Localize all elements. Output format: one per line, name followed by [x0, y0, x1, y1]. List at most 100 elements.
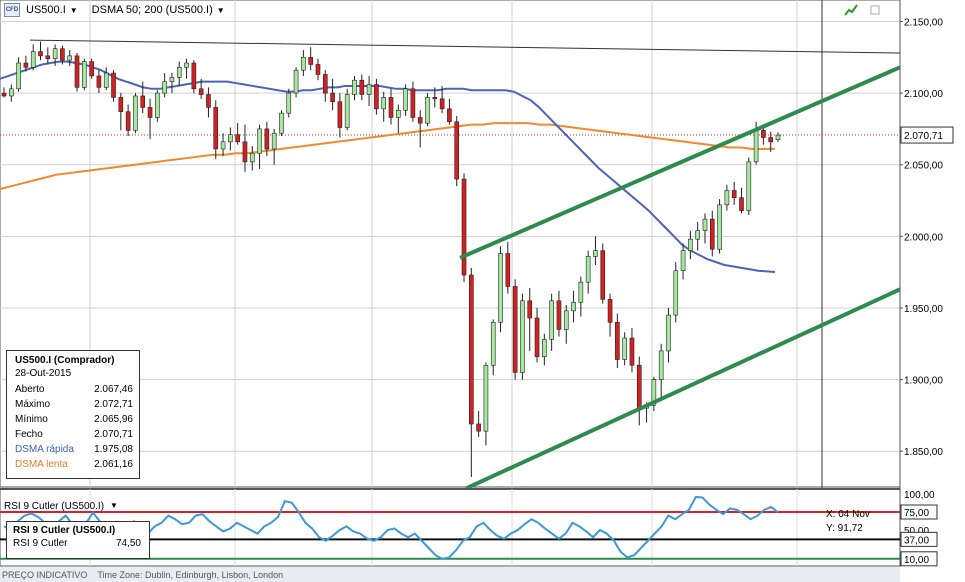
price-axis: 2.150,00 2.100,00 2.050,00 2.000,00 1.950,00… [0, 0, 954, 566]
rsi-level-box [900, 551, 938, 567]
candle-up [8, 88, 14, 97]
candle-down [242, 141, 248, 163]
candle-up [220, 141, 226, 150]
candle-up [622, 337, 627, 360]
channel-upper-line [459, 65, 901, 260]
chevron-down-icon[interactable]: ▼ [216, 5, 225, 15]
candle-down [140, 95, 146, 108]
candle-down [417, 117, 423, 124]
candle-up [169, 77, 175, 82]
chevron-down-icon[interactable]: ▼ [69, 5, 78, 15]
candle-down [206, 94, 211, 108]
candle-down [439, 98, 445, 110]
chevron-down-icon[interactable]: ▼ [110, 501, 118, 510]
rsi-title[interactable]: RSI 9 Cutler (US500.I) [4, 501, 105, 512]
candle-up [666, 314, 671, 352]
indicator-label[interactable]: DSMA 50; 200 (US500.I) [91, 4, 213, 16]
rsi-box-title: RSI 9 Cutler (US500.I) [13, 525, 116, 536]
candle-down [125, 111, 131, 131]
candle-up [249, 152, 255, 163]
candle-down [235, 134, 240, 143]
candle-down [23, 62, 29, 68]
candle-down [38, 51, 43, 57]
candle-down [213, 107, 219, 150]
candle-up [585, 256, 591, 283]
candle-up [542, 339, 547, 357]
candle-up [381, 97, 387, 110]
rsi-box-label: RSI 9 Cutler [13, 538, 68, 549]
candle-up [286, 92, 292, 114]
info-row: DSMA rápida 1.975,08 [7, 442, 139, 457]
candle-up [673, 270, 679, 316]
trend-icon[interactable] [844, 4, 858, 16]
candle-up [724, 190, 730, 206]
info-row-label: Máximo [15, 399, 51, 410]
candle-down [147, 107, 153, 118]
candle-up [271, 132, 277, 150]
candle-down [556, 300, 562, 330]
candle-down [198, 88, 204, 95]
info-row-label: Mínimo [15, 414, 48, 425]
candle-up [293, 69, 299, 94]
dsma-fast-line [0, 60, 776, 274]
candle-up [549, 300, 554, 340]
candle-up [651, 379, 657, 406]
candle-down [96, 75, 102, 88]
window-icon[interactable] [868, 4, 882, 16]
candle-up [176, 67, 182, 78]
rsi-tick-label: 75,00 [904, 508, 929, 519]
candle-up [688, 238, 693, 251]
candle-up [702, 218, 708, 231]
rsi-tick-label: 37,00 [904, 535, 929, 546]
candle-down [761, 130, 766, 138]
candle-down [731, 190, 737, 198]
info-row: Máximo 2.072,71 [7, 397, 139, 412]
price-tick-label: 1.850,00 [904, 447, 943, 458]
candle-up [680, 250, 686, 272]
info-row: Aberto 2.067,46 [7, 382, 139, 397]
candle-down [118, 97, 124, 113]
rsi-level-box [900, 504, 938, 520]
candle-down [322, 74, 328, 94]
candle-up [52, 48, 58, 60]
info-row-value: 1.975,08 [94, 444, 133, 455]
rsi-info-box: RSI 9 Cutler (US500.I) RSI 9 Cutler 74,5… [6, 521, 150, 559]
candle-up [490, 321, 496, 366]
info-row: DSMA lenta 2.061,16 [7, 457, 139, 472]
resistance-trendline [29, 39, 901, 54]
candle-up [717, 204, 722, 250]
candle-up [498, 253, 503, 323]
candle-down [337, 101, 343, 128]
candle-up [352, 79, 357, 95]
candle-up [520, 300, 525, 373]
dsma-slow-line [0, 122, 776, 191]
price-tick-label: 2.000,00 [904, 232, 943, 243]
candle-down [1, 92, 7, 97]
symbol-label[interactable]: US500.I [26, 4, 66, 16]
candle-down [768, 137, 774, 143]
candle-down [74, 55, 80, 88]
info-row-value: 2.065,96 [94, 414, 133, 425]
candle-up [658, 350, 664, 380]
candle-down [615, 321, 620, 360]
candle-up [155, 92, 160, 118]
chart-header: CFD US500.I ▼ DSMA 50; 200 (US500.I) ▼ [4, 3, 225, 17]
candle-up [695, 230, 700, 240]
candle-up [563, 310, 569, 330]
crosshair-y: Y: 91,72 [826, 523, 863, 534]
candle-up [16, 62, 21, 90]
current-price-label: 2.070,71 [904, 131, 943, 142]
status-timezone: Time Zone: Dublin, Edinburgh, Lisbon, Lo… [97, 569, 284, 580]
candle-down [315, 64, 321, 75]
candle-up [279, 112, 284, 134]
rsi-frame [0, 488, 901, 567]
candle-up [184, 62, 189, 68]
info-row-label: Aberto [15, 384, 45, 395]
candle-down [388, 97, 394, 118]
price-grid [0, 0, 901, 566]
candle-up [344, 94, 350, 128]
crosshair-readout: X: 04 Nov Y: 91,72 [826, 508, 870, 536]
candle-up [746, 161, 752, 211]
candle-up [753, 130, 759, 163]
